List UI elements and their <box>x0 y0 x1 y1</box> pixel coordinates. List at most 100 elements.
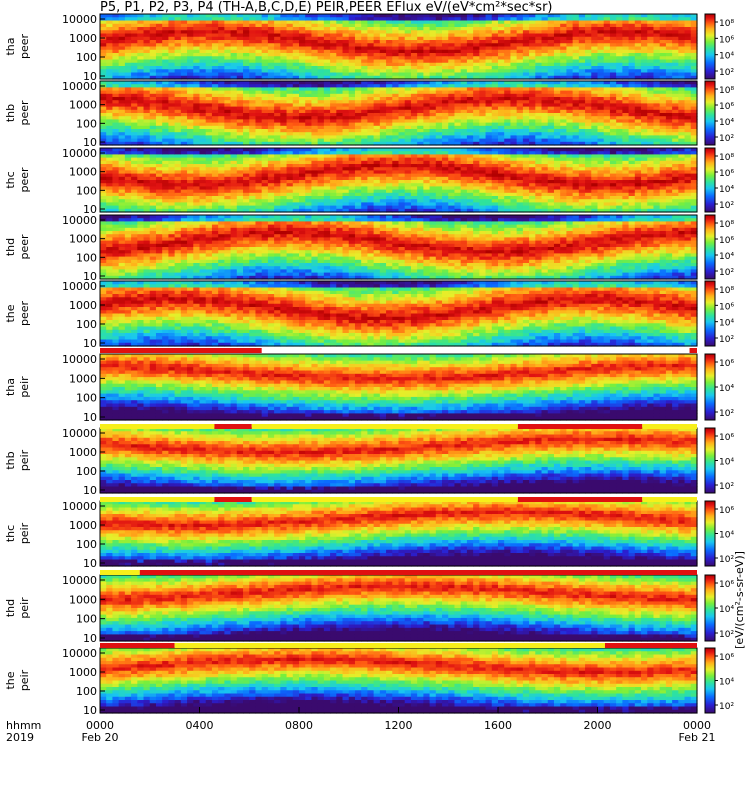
panel-tha-peer: 10000 1000 100 10 tha peer 10⁸ 10⁶ 10⁴ 10² <box>4 13 734 83</box>
x-axis-header-year: 2019 <box>6 731 34 744</box>
panel-instrument-label: peir <box>18 449 31 471</box>
panel-probe-label: thb <box>4 104 17 122</box>
colorbar <box>704 427 716 494</box>
y-tick-label: 1000 <box>69 446 97 459</box>
colorbar <box>704 500 716 567</box>
panel-frame <box>99 147 698 213</box>
y-tick-label: 10000 <box>62 574 97 587</box>
panel-instrument-label: peer <box>18 301 31 327</box>
panel-probe-label: thd <box>4 238 17 256</box>
colorbar-unit-label: [eV/(cm²-s-sr-eV)] <box>733 551 746 649</box>
colorbar-tick-label: 10⁶ <box>719 169 734 179</box>
panel-thd-peer: 10000 1000 100 10 thd peer 10⁸ 10⁶ 10⁴ 10² <box>4 214 734 283</box>
colorbar-tick-label: 10⁴ <box>719 678 734 688</box>
flag-segment-yellow <box>100 497 215 502</box>
y-tick-label: 10000 <box>62 353 97 366</box>
flag-segment-yellow <box>251 424 518 429</box>
colorbar-tick-label: 10⁴ <box>719 384 734 394</box>
y-tick-label: 1000 <box>69 666 97 679</box>
colorbar-tick-label: 10⁶ <box>719 35 734 45</box>
y-tick-label: 100 <box>76 184 97 197</box>
panel-instrument-label: peer <box>18 167 31 193</box>
y-tick-label: 1000 <box>69 593 97 606</box>
y-tick-label: 10 <box>83 136 97 149</box>
colorbar-tick-label: 10² <box>719 555 734 565</box>
flag-segment-red <box>139 570 698 575</box>
panel-probe-label: thc <box>4 171 17 188</box>
y-tick-label: 10000 <box>62 280 97 293</box>
panel-thc-peer: 10000 1000 100 10 thc peer 10⁸ 10⁶ 10⁴ 10² <box>4 147 734 216</box>
y-tick-label: 100 <box>76 538 97 551</box>
y-tick-label: 10 <box>83 704 97 717</box>
colorbar-tick-label: 10⁴ <box>719 458 734 468</box>
panel-instrument-label: peir <box>18 522 31 544</box>
y-tick-label: 100 <box>76 251 97 264</box>
panel-probe-label: the <box>4 671 17 689</box>
panel-frame <box>99 214 698 280</box>
colorbar-tick-label: 10⁴ <box>719 118 734 128</box>
y-tick-label: 10000 <box>62 427 97 440</box>
x-date-label: Feb 21 <box>679 731 716 744</box>
y-tick-label: 10000 <box>62 13 97 26</box>
colorbar-tick-label: 10⁴ <box>719 252 734 262</box>
colorbar <box>704 574 716 642</box>
x-tick-label: 2000 <box>584 719 612 732</box>
panel-tha-peir: 10000 1000 100 10 tha peir 10⁶ 10⁴ 10² <box>4 353 734 424</box>
colorbar-tick-label: 10² <box>719 409 734 419</box>
y-tick-label: 1000 <box>69 32 97 45</box>
colorbar-tick-label: 10⁴ <box>719 52 734 62</box>
y-tick-label: 100 <box>76 51 97 64</box>
colorbar-tick-label: 10⁸ <box>719 220 734 230</box>
colorbar-tick-label: 10⁸ <box>719 153 734 163</box>
flag-segment-yellow <box>251 497 518 502</box>
y-tick-label: 10 <box>83 484 97 497</box>
flag-segment-yellow <box>642 424 697 429</box>
colorbar-tick-label: 10⁴ <box>719 605 734 615</box>
colorbar-tick-label: 10² <box>719 702 734 712</box>
colorbar-tick-label: 10² <box>719 335 734 345</box>
y-tick-label: 10000 <box>62 147 97 160</box>
y-tick-label: 100 <box>76 465 97 478</box>
flag-segment-yellow <box>100 424 215 429</box>
x-tick-label: 0000 <box>683 719 711 732</box>
flag-segment-yellow <box>174 643 605 648</box>
panel-the-peir: 10000 1000 100 10 the peir 10⁶ 10⁴ 10² <box>4 647 734 717</box>
flag-bar-4 <box>100 570 698 575</box>
panel-frame <box>99 280 698 347</box>
y-tick-label: 10000 <box>62 80 97 93</box>
y-tick-label: 100 <box>76 318 97 331</box>
flag-segment-red <box>100 643 175 648</box>
panel-probe-label: tha <box>4 37 17 55</box>
y-tick-label: 10 <box>83 557 97 570</box>
flag-segment-yellow <box>642 497 697 502</box>
flag-bar-5 <box>100 643 697 648</box>
x-axis-header-hhmm: hhmm <box>6 719 41 732</box>
colorbar-tick-label: 10² <box>719 268 734 278</box>
colorbar <box>704 147 716 213</box>
x-tick-label: 1200 <box>385 719 413 732</box>
colorbar-tick-label: 10⁶ <box>719 580 734 590</box>
y-tick-label: 1000 <box>69 372 97 385</box>
flag-bar-2 <box>100 424 697 429</box>
chart-title: P5, P1, P2, P3, P4 (TH-A,B,C,D,E) PEIR,P… <box>100 0 740 15</box>
panel-thb-peir: 10000 1000 100 10 thb peir 10⁶ 10⁴ 10² <box>4 427 734 497</box>
colorbar <box>704 214 716 280</box>
y-tick-label: 10 <box>83 337 97 350</box>
panel-instrument-label: peer <box>18 100 31 126</box>
flag-bar-3 <box>100 497 697 502</box>
panel-the-peer: 10000 1000 100 10 the peer 10⁸ 10⁶ 10⁴ 10² <box>4 280 734 350</box>
flag-segment-red <box>517 424 643 429</box>
y-tick-label: 10 <box>83 203 97 216</box>
panel-thd-peir: 10000 1000 100 10 thd peir 10⁶ 10⁴ 10² <box>4 574 734 645</box>
colorbar-tick-label: 10⁶ <box>719 359 734 369</box>
y-tick-label: 10 <box>83 411 97 424</box>
panel-probe-label: thd <box>4 599 17 617</box>
flag-segment-yellow <box>100 570 140 575</box>
y-tick-label: 100 <box>76 117 97 130</box>
y-tick-label: 1000 <box>69 166 97 179</box>
colorbar <box>704 13 716 80</box>
x-tick-label: 0800 <box>285 719 313 732</box>
panel-probe-label: thb <box>4 451 17 469</box>
flag-segment-red <box>604 643 697 648</box>
